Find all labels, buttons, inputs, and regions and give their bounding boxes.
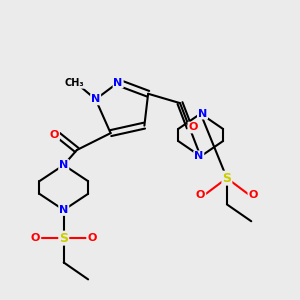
Text: N: N (59, 160, 68, 170)
Text: N: N (91, 94, 100, 104)
Text: CH₃: CH₃ (65, 78, 84, 88)
Text: O: O (248, 190, 258, 200)
Text: O: O (31, 233, 40, 243)
Text: N: N (194, 152, 203, 161)
Text: N: N (113, 77, 123, 88)
Text: O: O (196, 190, 205, 200)
Text: O: O (50, 130, 59, 140)
Text: O: O (87, 233, 97, 243)
Text: S: S (59, 232, 68, 244)
Text: S: S (222, 172, 231, 184)
Text: O: O (188, 122, 198, 133)
Text: N: N (198, 109, 207, 118)
Text: N: N (59, 205, 68, 215)
